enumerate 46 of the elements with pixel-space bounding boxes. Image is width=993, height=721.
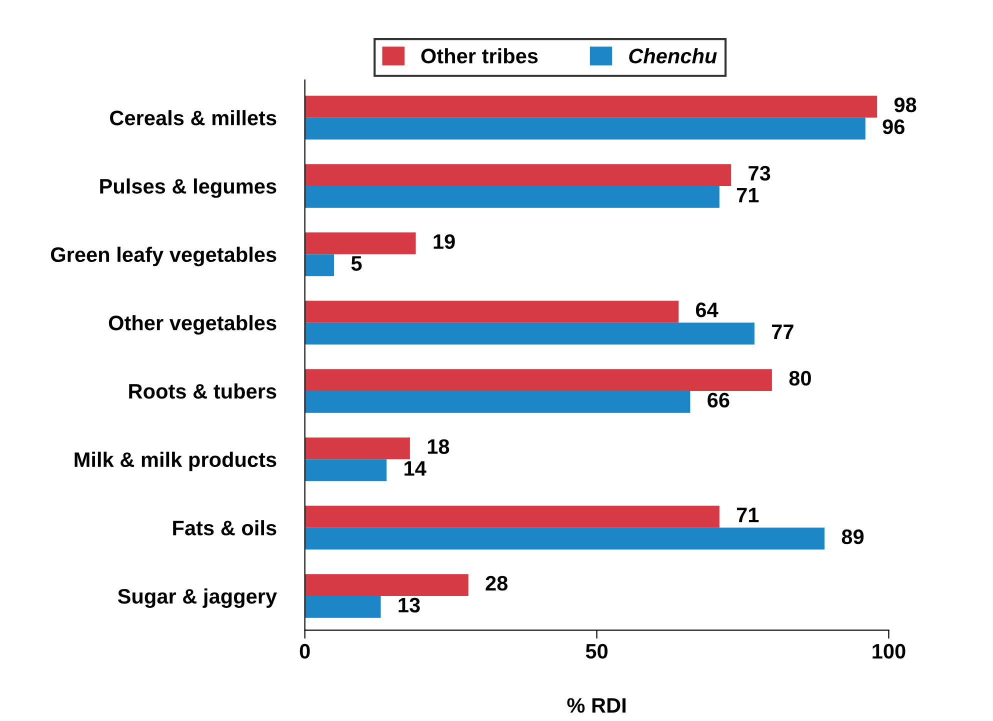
- data-label: 13: [398, 598, 420, 613]
- data-label: 18: [428, 439, 450, 454]
- data-label: 64: [696, 302, 718, 318]
- data-label: 5: [351, 256, 362, 271]
- data-label: 77: [772, 324, 794, 339]
- data-label: 89: [842, 529, 864, 544]
- bar: [304, 459, 387, 482]
- bar: [304, 574, 468, 596]
- data-label: 71: [736, 188, 759, 202]
- x-tick-label: 50: [586, 644, 608, 659]
- data-label: 19: [434, 234, 455, 249]
- x-tick-label: 100: [872, 644, 906, 659]
- bar: [304, 118, 866, 140]
- y-tick-label: Cereals & millets: [110, 110, 276, 126]
- bar: [304, 254, 334, 276]
- data-label: 73: [748, 166, 770, 181]
- y-tick-label: Green leafy vegetables: [50, 246, 276, 266]
- data-label: 80: [789, 370, 811, 386]
- data-label: 96: [882, 119, 904, 134]
- bar: [304, 186, 720, 208]
- y-tick-label: Roots & tubers: [129, 383, 276, 399]
- y-tick-label: Fats & oils: [173, 520, 276, 536]
- data-label: 98: [894, 98, 916, 112]
- data-label: 66: [708, 392, 730, 408]
- bar: [304, 322, 754, 344]
- bar: [304, 596, 381, 618]
- data-label: 28: [486, 576, 508, 591]
- bar: [304, 232, 416, 254]
- y-tick-label: Milk & milk products: [74, 452, 276, 472]
- bar: [304, 369, 772, 391]
- data-label: 71: [736, 508, 759, 522]
- bar: [304, 390, 690, 413]
- legend-label: Other tribes: [421, 48, 538, 64]
- legend-label: Chenchu: [629, 48, 717, 64]
- x-tick-label: 0: [300, 644, 310, 659]
- y-tick-label: Sugar & jaggery: [118, 588, 277, 608]
- y-tick-label: Other vegetables: [108, 315, 276, 335]
- bar: [304, 437, 410, 460]
- bar: [304, 528, 825, 550]
- data-label: 14: [404, 461, 426, 476]
- bar: [304, 506, 720, 528]
- bar: [304, 300, 679, 323]
- x-axis-title: % RDI: [567, 698, 626, 713]
- bar: [304, 96, 878, 118]
- bar: [304, 164, 732, 186]
- y-tick-label: Pulses & legumes: [100, 178, 276, 198]
